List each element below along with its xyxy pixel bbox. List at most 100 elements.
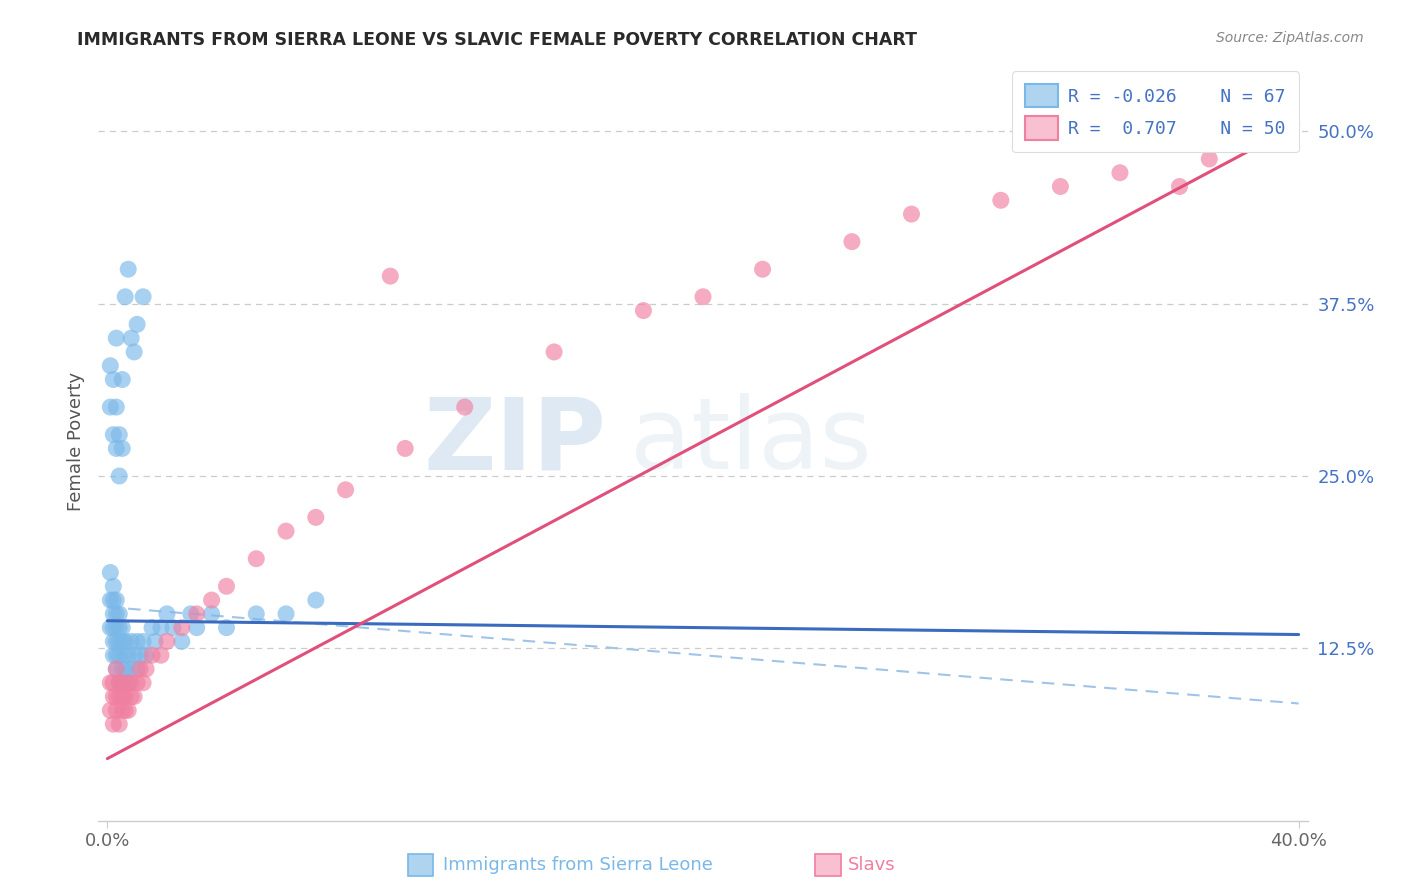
Point — [127, 634, 149, 648]
Point — [149, 648, 172, 663]
Point — [108, 607, 131, 621]
Point — [454, 400, 477, 414]
Point — [274, 607, 297, 621]
Point — [156, 634, 179, 648]
Point — [990, 194, 1012, 208]
Point — [305, 593, 328, 607]
Point — [215, 579, 238, 593]
Point — [108, 469, 131, 483]
Point — [215, 621, 238, 635]
Point — [98, 359, 121, 373]
Point — [305, 510, 328, 524]
Point — [122, 345, 145, 359]
Point — [108, 634, 131, 648]
Point — [103, 579, 125, 593]
Point — [186, 607, 208, 621]
Point — [111, 675, 134, 690]
Point — [149, 621, 172, 635]
Point — [103, 372, 125, 386]
Text: Slavs: Slavs — [848, 856, 896, 874]
Point — [103, 427, 125, 442]
Point — [200, 607, 222, 621]
Point — [751, 262, 773, 277]
Point — [105, 662, 128, 676]
Y-axis label: Female Poverty: Female Poverty — [66, 372, 84, 511]
Point — [103, 690, 125, 704]
Point — [129, 662, 152, 676]
Point — [141, 648, 163, 663]
Point — [108, 675, 131, 690]
Point — [129, 648, 152, 663]
Text: atlas: atlas — [630, 393, 872, 490]
Point — [98, 621, 121, 635]
Point — [841, 235, 863, 249]
Point — [1109, 166, 1132, 180]
Point — [186, 621, 208, 635]
Point — [132, 634, 155, 648]
Point — [98, 566, 121, 580]
Point — [135, 648, 157, 663]
Point — [114, 690, 136, 704]
Text: IMMIGRANTS FROM SIERRA LEONE VS SLAVIC FEMALE POVERTY CORRELATION CHART: IMMIGRANTS FROM SIERRA LEONE VS SLAVIC F… — [77, 31, 917, 49]
Point — [108, 717, 131, 731]
Point — [103, 675, 125, 690]
Point — [108, 621, 131, 635]
Text: Immigrants from Sierra Leone: Immigrants from Sierra Leone — [443, 856, 713, 874]
Point — [127, 662, 149, 676]
Point — [132, 675, 155, 690]
Point — [108, 690, 131, 704]
Point — [114, 703, 136, 717]
Point — [1198, 152, 1220, 166]
Point — [111, 675, 134, 690]
Point — [117, 648, 139, 663]
Point — [105, 648, 128, 663]
Point — [117, 262, 139, 277]
Point — [200, 593, 222, 607]
Point — [245, 551, 267, 566]
Point — [108, 675, 131, 690]
Point — [117, 675, 139, 690]
Point — [1227, 124, 1250, 138]
Point — [122, 648, 145, 663]
Point — [127, 318, 149, 332]
Point — [105, 607, 128, 621]
Point — [111, 634, 134, 648]
Point — [105, 400, 128, 414]
Point — [105, 703, 128, 717]
Point — [105, 593, 128, 607]
Point — [180, 607, 202, 621]
Point — [543, 345, 565, 359]
Point — [114, 290, 136, 304]
Point — [1168, 179, 1191, 194]
Point — [122, 690, 145, 704]
Point — [98, 400, 121, 414]
Point — [117, 703, 139, 717]
Point — [692, 290, 714, 304]
Point — [132, 290, 155, 304]
Point — [105, 442, 128, 456]
Text: Source: ZipAtlas.com: Source: ZipAtlas.com — [1216, 31, 1364, 45]
Point — [103, 607, 125, 621]
Point — [170, 621, 193, 635]
Point — [105, 621, 128, 635]
Point — [114, 648, 136, 663]
Point — [633, 303, 655, 318]
Point — [111, 703, 134, 717]
Point — [245, 607, 267, 621]
Point — [98, 703, 121, 717]
Point — [1049, 179, 1071, 194]
Point — [380, 269, 402, 284]
Point — [120, 662, 142, 676]
Point — [111, 690, 134, 704]
Text: ZIP: ZIP — [423, 393, 606, 490]
Point — [111, 621, 134, 635]
Point — [103, 648, 125, 663]
Point — [143, 634, 166, 648]
Point — [162, 621, 184, 635]
Point — [135, 662, 157, 676]
Point — [108, 427, 131, 442]
Point — [103, 634, 125, 648]
Point — [98, 593, 121, 607]
Point — [111, 442, 134, 456]
Point — [170, 634, 193, 648]
